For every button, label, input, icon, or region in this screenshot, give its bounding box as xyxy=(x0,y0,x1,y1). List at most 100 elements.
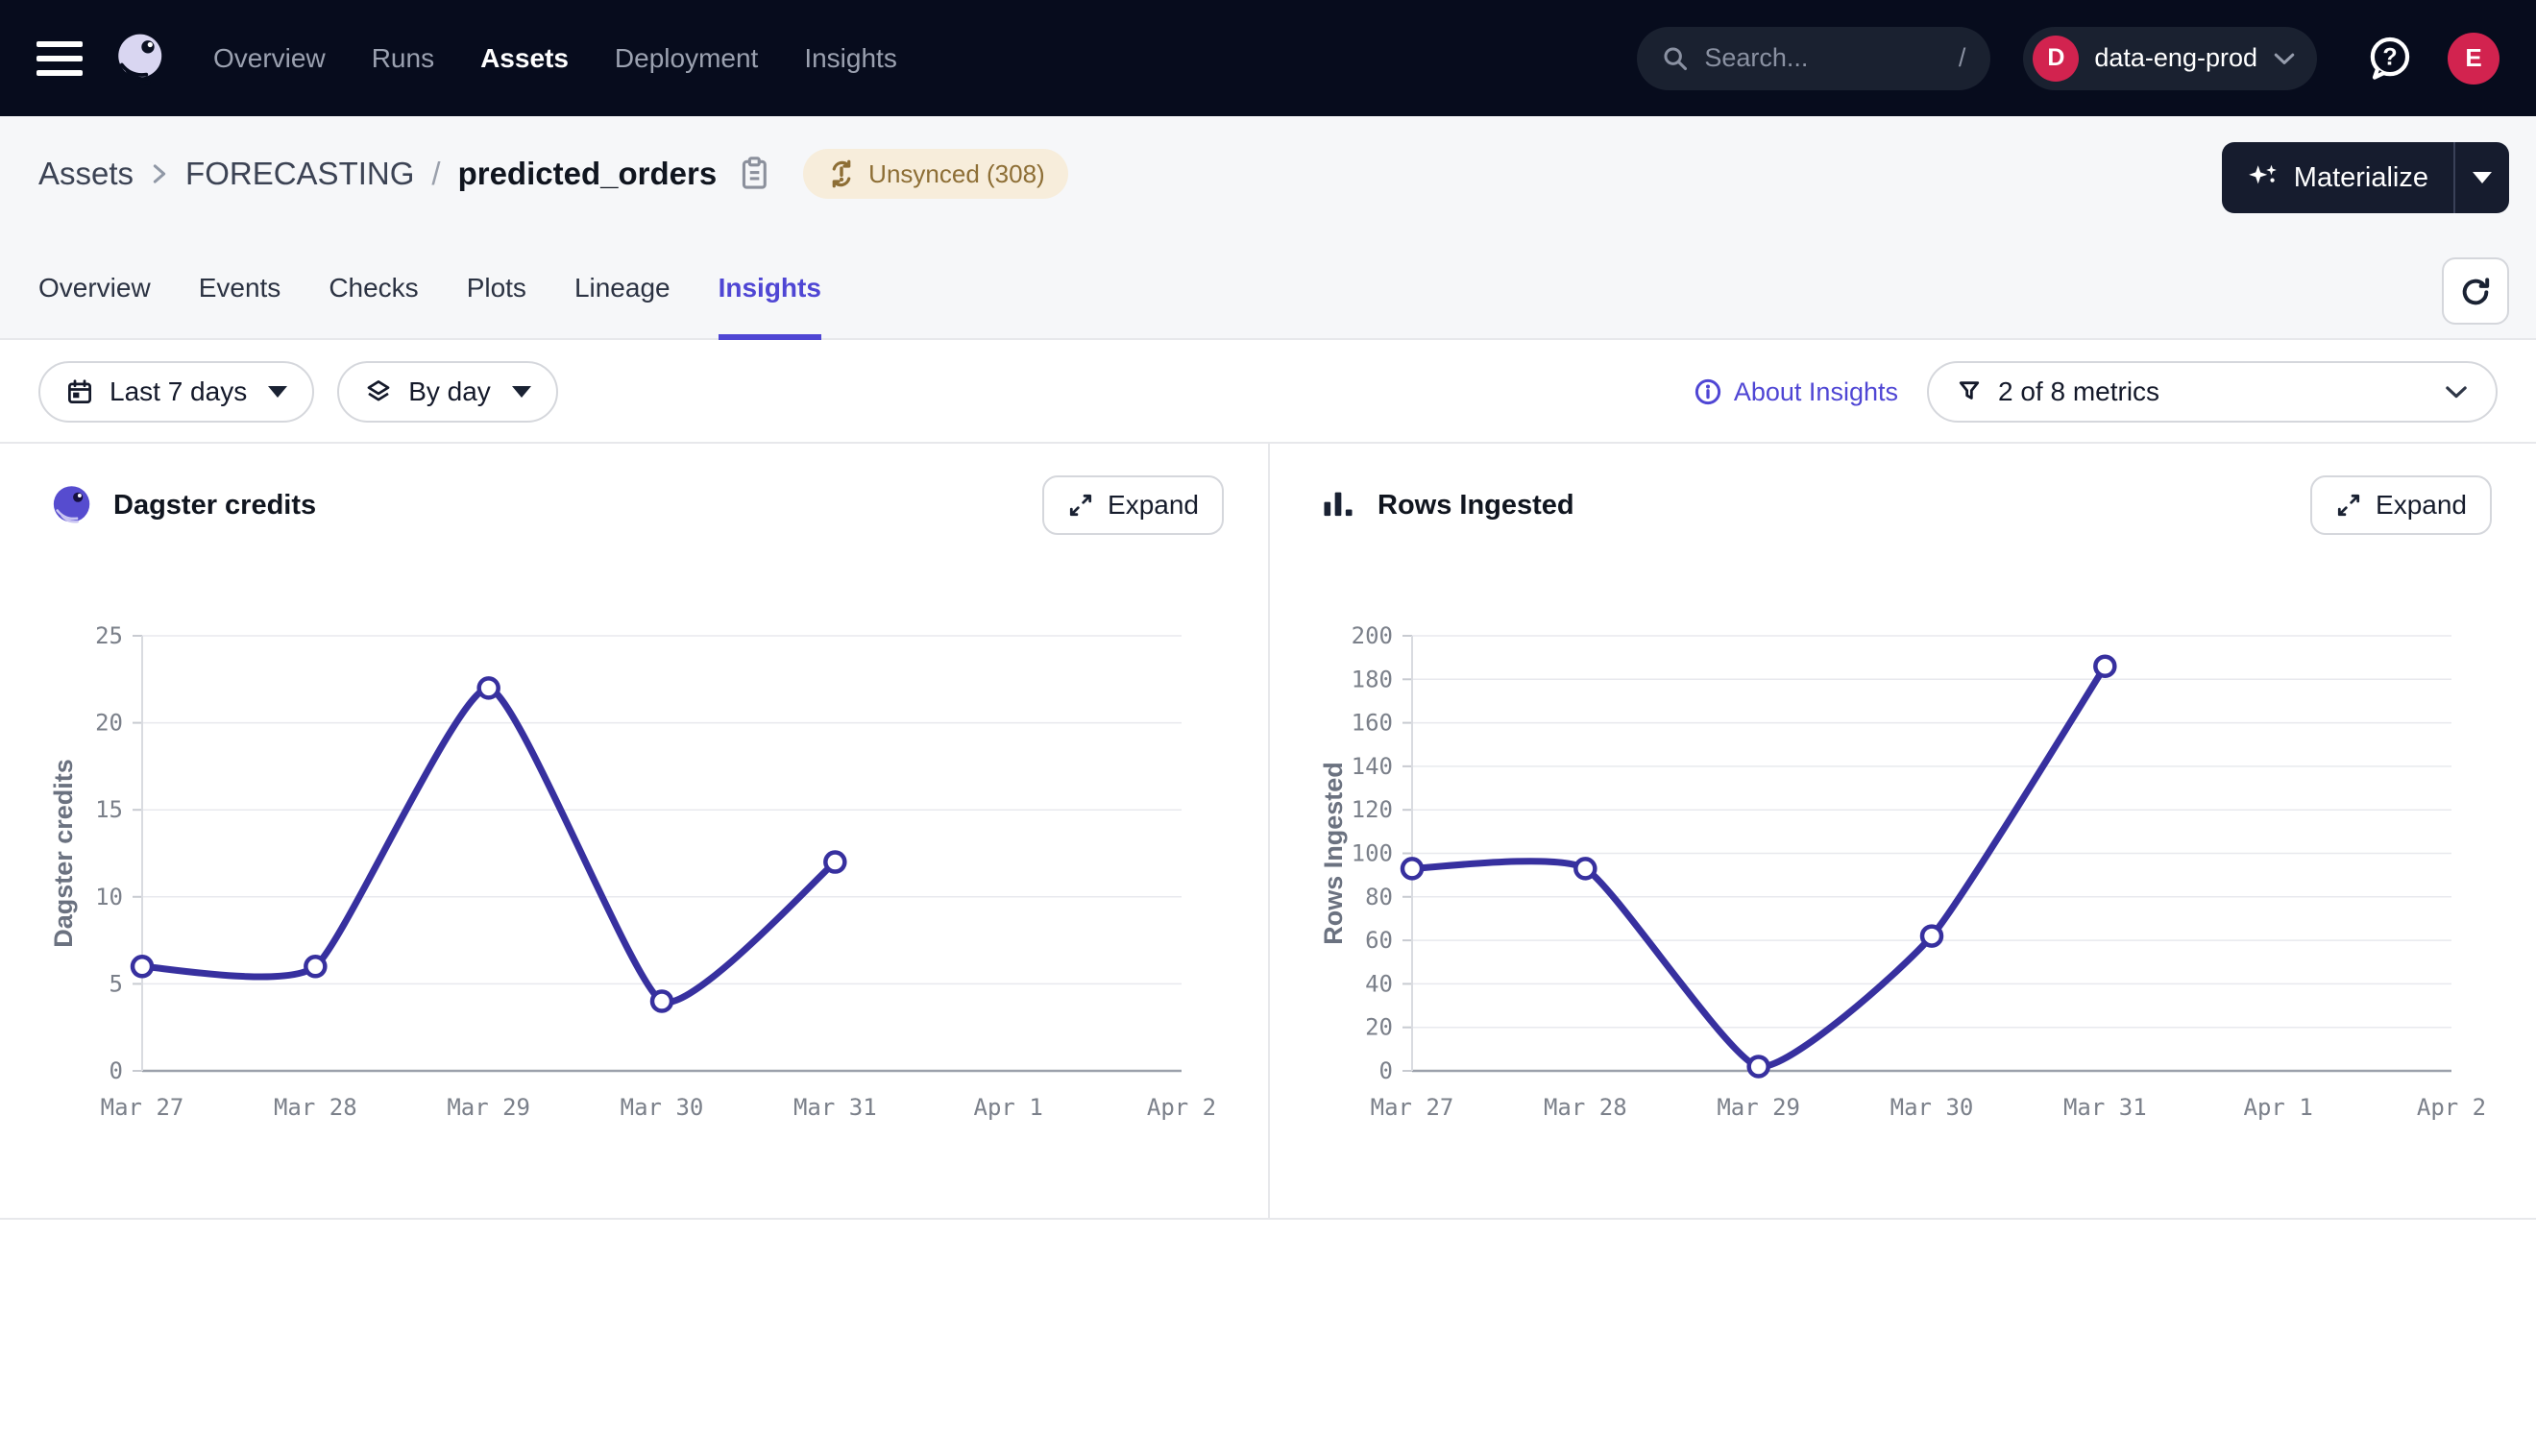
breadcrumb: Assets FORECASTING / predicted_orders xyxy=(38,149,1068,199)
expand-icon xyxy=(2335,492,2362,519)
nav-item-overview[interactable]: Overview xyxy=(213,42,326,73)
tab-checks[interactable]: Checks xyxy=(329,273,419,303)
caret-down-icon xyxy=(511,386,531,398)
hamburger-menu-icon[interactable] xyxy=(37,40,83,76)
time-range-label: Last 7 days xyxy=(110,376,248,406)
granularity-label: By day xyxy=(408,376,491,406)
tab-plots[interactable]: Plots xyxy=(466,273,526,303)
insights-charts-section: Dagster credits Expand 0 5 10 15 20 25 Mar 27 M… xyxy=(0,442,2536,1220)
chevron-right-icon xyxy=(151,160,168,187)
caret-down-icon xyxy=(2473,172,2492,183)
svg-text:80: 80 xyxy=(1365,884,1393,910)
materialize-label: Materialize xyxy=(2293,161,2428,193)
tab-insights[interactable]: Insights xyxy=(718,273,821,340)
panel-title: Rows Ingested xyxy=(1378,489,1574,521)
svg-text:Mar 31: Mar 31 xyxy=(793,1094,877,1121)
search-icon xyxy=(1662,45,1689,72)
sync-warning-icon xyxy=(826,158,857,189)
nav-item-assets[interactable]: Assets xyxy=(480,42,569,73)
materialize-dropdown-button[interactable] xyxy=(2455,142,2509,213)
nav-item-runs[interactable]: Runs xyxy=(371,42,435,73)
svg-text:Mar 29: Mar 29 xyxy=(1717,1094,1800,1121)
caret-down-icon xyxy=(268,386,288,398)
svg-text:100: 100 xyxy=(1352,840,1393,867)
primary-nav: Overview Runs Assets Deployment Insights xyxy=(213,43,897,74)
tab-events[interactable]: Events xyxy=(198,273,281,303)
about-insights-link[interactable]: About Insights xyxy=(1694,377,1898,407)
help-icon[interactable]: ? xyxy=(2365,35,2413,83)
tab-lineage[interactable]: Lineage xyxy=(573,273,671,303)
svg-text:Apr 1: Apr 1 xyxy=(974,1094,1043,1121)
svg-text:140: 140 xyxy=(1352,753,1393,780)
bar-chart-icon xyxy=(1320,487,1356,523)
svg-text:Mar 31: Mar 31 xyxy=(2063,1094,2147,1121)
svg-text:Mar 30: Mar 30 xyxy=(1890,1094,1974,1121)
asset-name: predicted_orders xyxy=(457,156,718,191)
svg-text:20: 20 xyxy=(95,710,123,737)
nav-item-insights[interactable]: Insights xyxy=(804,42,897,73)
dagster-logo-icon[interactable] xyxy=(111,31,167,86)
expand-button[interactable]: Expand xyxy=(2310,475,2492,535)
panel-header: Rows Ingested Expand xyxy=(1270,444,2536,567)
svg-text:Rows Ingested: Rows Ingested xyxy=(1319,762,1348,945)
svg-text:5: 5 xyxy=(110,970,123,997)
deployment-switcher[interactable]: D data-eng-prod xyxy=(2023,26,2317,90)
svg-text:15: 15 xyxy=(95,796,123,823)
filter-funnel-icon xyxy=(1956,378,1983,405)
search-input[interactable] xyxy=(1704,43,1943,73)
refresh-icon xyxy=(2459,275,2492,307)
time-range-filter[interactable]: Last 7 days xyxy=(38,361,315,423)
expand-label: Expand xyxy=(1108,490,1199,520)
info-icon xyxy=(1694,377,1722,406)
svg-text:160: 160 xyxy=(1352,710,1393,737)
svg-text:Mar 30: Mar 30 xyxy=(621,1094,704,1121)
asset-tabs: Overview Events Checks Plots Lineage Ins… xyxy=(38,273,821,340)
svg-text:40: 40 xyxy=(1365,970,1393,997)
layers-icon xyxy=(364,377,393,406)
metrics-filter-select[interactable]: 2 of 8 metrics xyxy=(1927,361,2498,423)
dagster-credits-icon xyxy=(50,484,92,526)
sparkles-icon xyxy=(2247,161,2280,194)
panel-header: Dagster credits Expand xyxy=(0,444,1268,567)
svg-text:0: 0 xyxy=(1379,1057,1393,1084)
refresh-button[interactable] xyxy=(2442,257,2509,325)
breadcrumb-assets-link[interactable]: Assets xyxy=(38,156,134,191)
materialize-divider xyxy=(2453,142,2455,213)
filter-left-group: Last 7 days By day xyxy=(38,361,558,423)
materialize-button[interactable]: Materialize xyxy=(2222,142,2453,213)
deployment-name: data-eng-prod xyxy=(2094,43,2257,72)
calendar-icon xyxy=(65,377,94,406)
tab-overview[interactable]: Overview xyxy=(38,273,151,303)
svg-text:Mar 27: Mar 27 xyxy=(1371,1094,1454,1121)
svg-text:Mar 29: Mar 29 xyxy=(447,1094,530,1121)
breadcrumb-group-link[interactable]: FORECASTING xyxy=(185,156,415,191)
svg-text:20: 20 xyxy=(1365,1014,1393,1041)
insights-filter-row: Last 7 days By day About Insi xyxy=(38,361,2498,423)
search-box[interactable]: / xyxy=(1637,26,1991,90)
svg-text:25: 25 xyxy=(95,622,123,649)
rows-ingested-line-chart[interactable]: 0 20 40 60 80 100 120 140 160 180 200 Mar 27 Mar 28 M… xyxy=(1270,567,2536,1220)
svg-text:Apr 2: Apr 2 xyxy=(2417,1094,2486,1121)
top-navbar: Overview Runs Assets Deployment Insights… xyxy=(0,0,2536,116)
svg-text:Apr 1: Apr 1 xyxy=(2244,1094,2313,1121)
svg-text:Mar 28: Mar 28 xyxy=(274,1094,357,1121)
navbar-right-cluster: / D data-eng-prod ? E xyxy=(1637,26,2499,90)
svg-text:Mar 28: Mar 28 xyxy=(1544,1094,1627,1121)
deployment-badge: D xyxy=(2033,35,2080,82)
about-insights-label: About Insights xyxy=(1733,376,1898,406)
dagster-credits-line-chart[interactable]: 0 5 10 15 20 25 Mar 27 Mar 28 Mar 29 Mar 30 Mar 31… xyxy=(0,567,1268,1220)
svg-text:180: 180 xyxy=(1352,666,1393,692)
nav-item-deployment[interactable]: Deployment xyxy=(614,42,759,73)
metrics-filter-label: 2 of 8 metrics xyxy=(1998,376,2160,406)
svg-text:120: 120 xyxy=(1352,796,1393,823)
chevron-down-icon xyxy=(2273,51,2296,66)
status-badge[interactable]: Unsynced (308) xyxy=(803,149,1068,199)
user-avatar[interactable]: E xyxy=(2448,32,2499,85)
expand-button[interactable]: Expand xyxy=(1042,475,1224,535)
copy-asset-name-icon[interactable] xyxy=(738,156,770,192)
granularity-filter[interactable]: By day xyxy=(337,361,558,423)
search-shortcut-hint: / xyxy=(1958,43,1966,72)
chevron-down-icon xyxy=(2444,384,2469,400)
svg-text:Mar 27: Mar 27 xyxy=(101,1094,184,1121)
svg-text:Apr 2: Apr 2 xyxy=(1147,1094,1216,1121)
